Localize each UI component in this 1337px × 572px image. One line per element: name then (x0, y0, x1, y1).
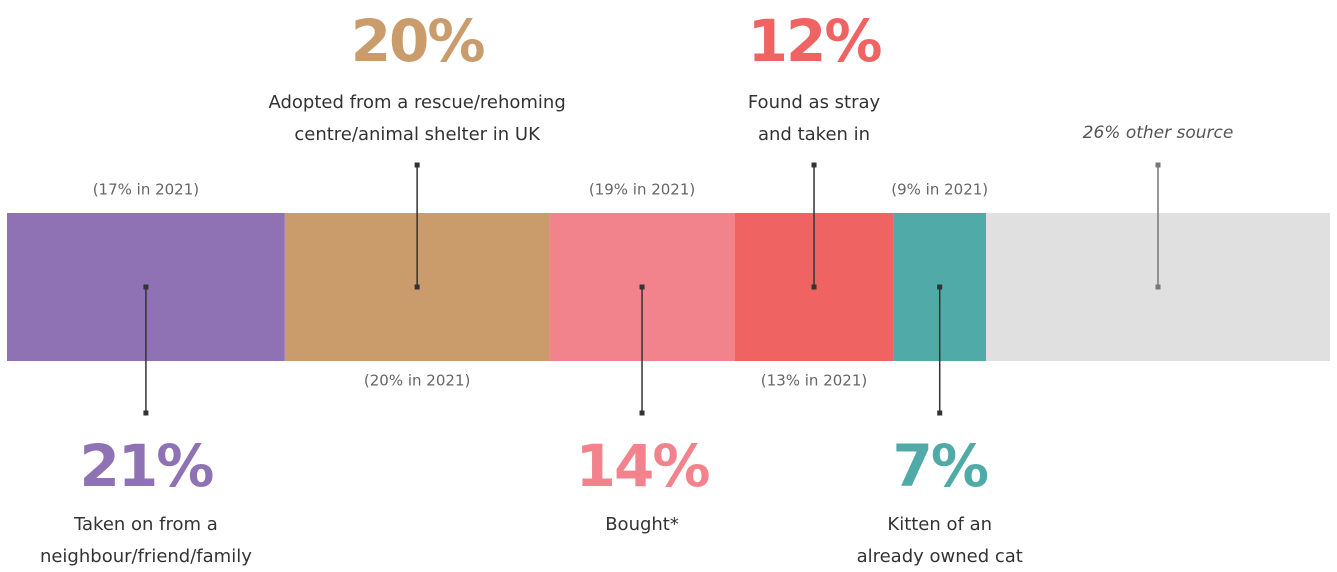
connector-dot (937, 410, 943, 416)
connector-dot (639, 284, 645, 290)
description: Kitten of an (887, 514, 992, 535)
value-label: 7% (892, 432, 987, 500)
description: and taken in (758, 124, 870, 145)
description: Adopted from a rescue/rehoming (268, 92, 565, 113)
connector-dot (937, 284, 943, 290)
value-label: 20% (351, 7, 485, 75)
previous-year: (17% in 2021) (93, 181, 199, 199)
description: Bought* (605, 514, 679, 535)
connector-dot (143, 410, 149, 416)
previous-year: (20% in 2021) (364, 372, 470, 390)
value-label: 14% (576, 432, 710, 500)
previous-year: (9% in 2021) (891, 181, 988, 199)
connector-dot (1155, 284, 1161, 290)
description: neighbour/friend/family (40, 546, 252, 567)
connector-dot (811, 284, 817, 290)
connector-dot (414, 162, 420, 168)
previous-year: (19% in 2021) (589, 181, 695, 199)
description: centre/animal shelter in UK (294, 124, 541, 145)
description: already owned cat (857, 546, 1023, 567)
connector-dot (1155, 162, 1161, 168)
description: Found as stray (748, 92, 881, 113)
connector-dot (811, 162, 817, 168)
description: Taken on from a (73, 514, 218, 535)
connector-dot (143, 284, 149, 290)
value-label: 21% (80, 432, 214, 500)
previous-year: (13% in 2021) (761, 372, 867, 390)
connector-dot (414, 284, 420, 290)
value-label: 12% (748, 7, 882, 75)
connector-dot (639, 410, 645, 416)
other-label: 26% other source (1083, 123, 1234, 143)
